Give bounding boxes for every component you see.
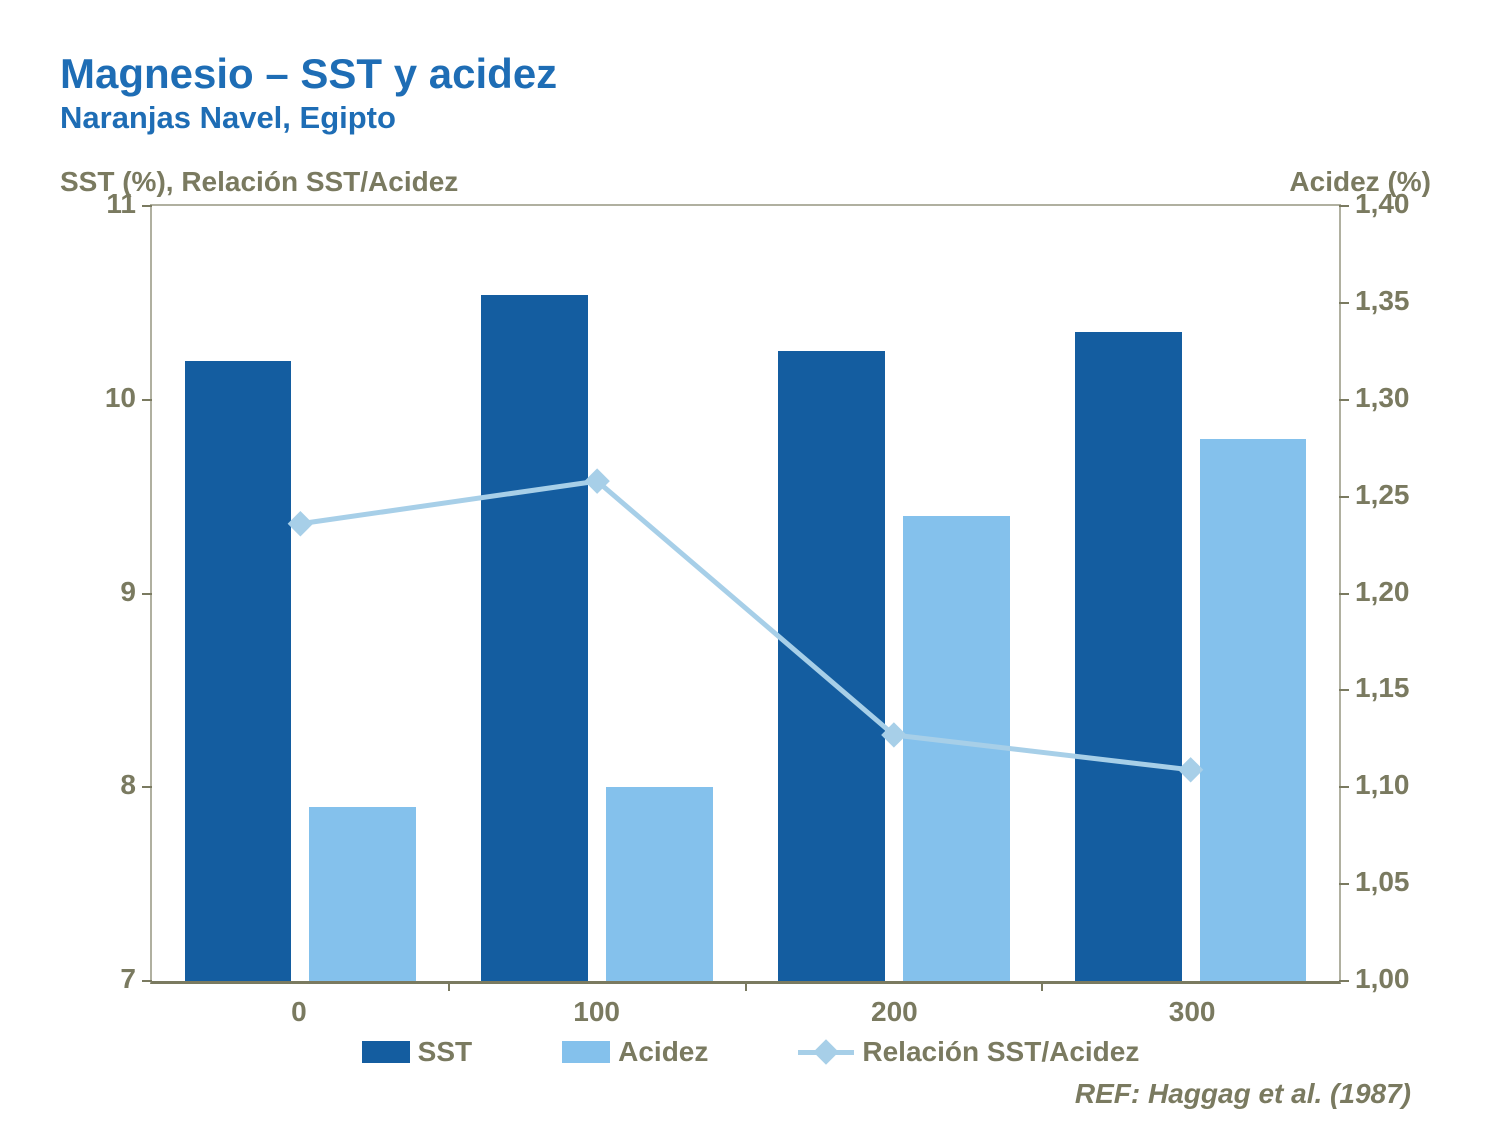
legend-label: Relación SST/Acidez (862, 1036, 1139, 1068)
y-right-tick-label: 1,25 (1355, 479, 1410, 511)
y-right-tick-label: 1,05 (1355, 866, 1410, 898)
y-left-tick-label: 11 (106, 188, 136, 220)
marker-ratio (288, 511, 313, 536)
y-left-tick-label: 8 (120, 769, 136, 801)
y-right-tick-label: 1,40 (1355, 188, 1410, 220)
marker-ratio (1178, 757, 1203, 782)
legend-item-ratio: Relación SST/Acidez (798, 1036, 1139, 1068)
x-tick-label: 100 (448, 996, 746, 1028)
y-left-tick-label: 10 (105, 382, 136, 414)
title-block: Magnesio – SST y acidez Naranjas Navel, … (60, 50, 1441, 136)
legend-item-sst: SST (362, 1036, 472, 1068)
y-left-tick-labels: 7891011 (60, 204, 150, 984)
y-left-tick-label: 7 (120, 963, 136, 995)
chart-area: 7891011 1,001,051,101,151,201,251,301,35… (60, 204, 1441, 984)
chart-subtitle: Naranjas Navel, Egipto (60, 100, 1441, 136)
y-right-tick-label: 1,30 (1355, 382, 1410, 414)
plot-area (150, 204, 1341, 984)
line-layer (152, 206, 1339, 981)
chart-title: Magnesio – SST y acidez (60, 50, 1441, 98)
legend-label: Acidez (618, 1036, 708, 1068)
legend-item-acidez: Acidez (562, 1036, 708, 1068)
legend-line-icon (798, 1041, 854, 1063)
axis-titles-row: SST (%), Relación SST/Acidez Acidez (%) (60, 166, 1441, 198)
x-axis-labels: 0100200300 (150, 996, 1341, 1028)
line-ratio (300, 481, 1190, 770)
y-right-tick-label: 1,10 (1355, 769, 1410, 801)
legend-label: SST (418, 1036, 472, 1068)
legend: SST Acidez Relación SST/Acidez (60, 1036, 1441, 1068)
y-right-tick-label: 1,35 (1355, 285, 1410, 317)
y-right-tick-label: 1,20 (1355, 576, 1410, 608)
y-left-tick-label: 9 (120, 576, 136, 608)
legend-swatch-icon (562, 1041, 610, 1063)
y-right-tick-label: 1,15 (1355, 672, 1410, 704)
legend-swatch-icon (362, 1041, 410, 1063)
x-tick-label: 200 (746, 996, 1044, 1028)
x-tick-label: 0 (150, 996, 448, 1028)
reference-citation: REF: Haggag et al. (1987) (60, 1078, 1441, 1110)
y-right-tick-label: 1,00 (1355, 963, 1410, 995)
x-tick-label: 300 (1043, 996, 1341, 1028)
y-right-tick-labels: 1,001,051,101,151,201,251,301,351,40 (1341, 204, 1441, 984)
